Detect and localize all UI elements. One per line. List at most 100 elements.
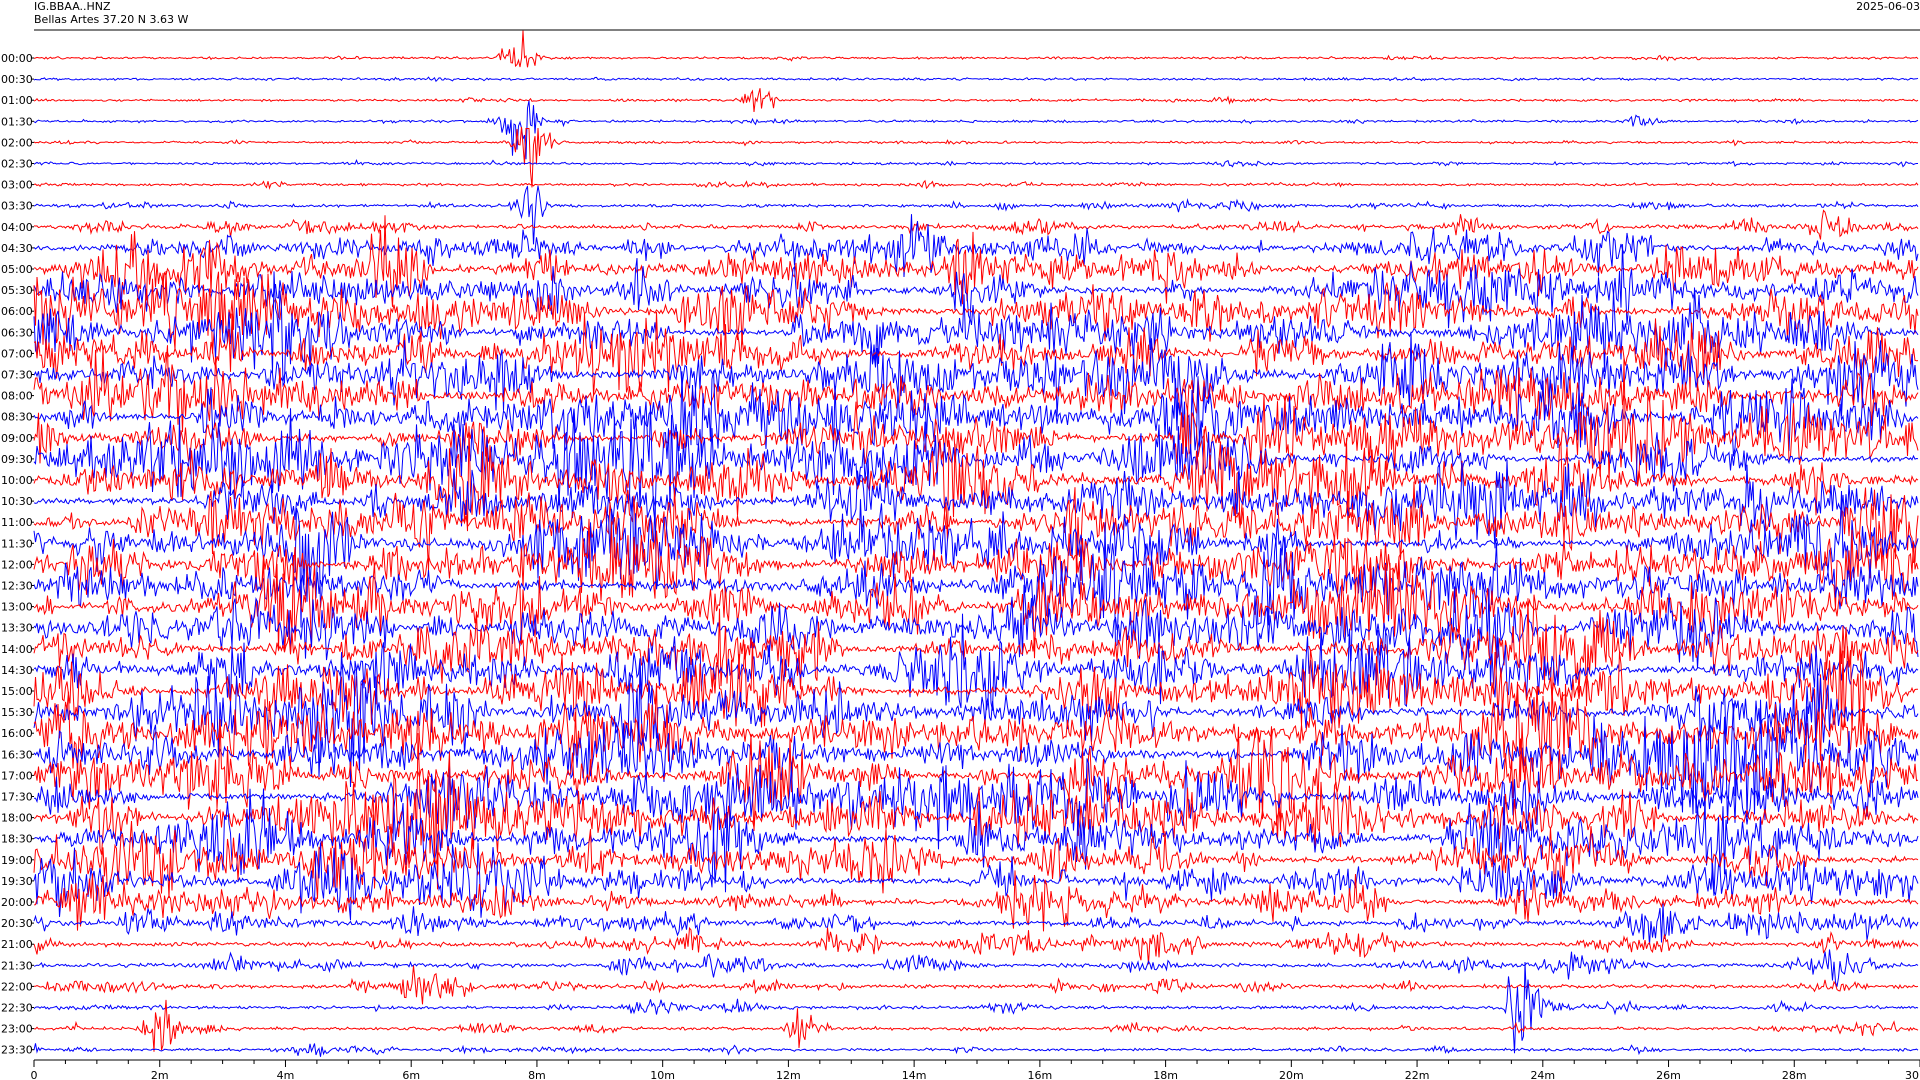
row-label: 05:30 bbox=[1, 284, 33, 297]
trace-row-1200 bbox=[33, 518, 1919, 609]
date-label: 2025-06-03 bbox=[1856, 0, 1920, 13]
row-label: 06:30 bbox=[1, 326, 33, 339]
row-label: 18:00 bbox=[1, 812, 33, 825]
trace-row-0430 bbox=[33, 214, 1919, 278]
trace-row-1230 bbox=[33, 522, 1919, 648]
row-label: 11:30 bbox=[1, 537, 33, 550]
x-tick-label: 18m bbox=[1153, 1069, 1178, 1080]
row-label: 08:30 bbox=[1, 411, 33, 424]
trace-row-0000 bbox=[33, 30, 1919, 68]
row-label: 21:00 bbox=[1, 938, 33, 951]
row-label: 06:00 bbox=[1, 305, 33, 318]
row-label: 20:30 bbox=[1, 917, 33, 930]
trace-row-0700 bbox=[33, 311, 1919, 396]
row-label: 01:00 bbox=[1, 94, 33, 107]
x-tick-label: 30 bbox=[1905, 1069, 1919, 1080]
trace-row-1700 bbox=[33, 719, 1919, 841]
x-tick-label: 22m bbox=[1405, 1069, 1430, 1080]
row-label: 12:00 bbox=[1, 558, 33, 571]
x-tick-label: 0 bbox=[31, 1069, 38, 1080]
x-tick-label: 14m bbox=[902, 1069, 927, 1080]
x-axis: 0 2m 4m 6m 8m 10m 12m 14m 16m 18m 20m 22m 24m 26m 28m 3… bbox=[31, 1059, 1920, 1080]
trace-row-1430 bbox=[33, 613, 1919, 711]
row-label: 13:00 bbox=[1, 601, 33, 614]
trace-row-0300 bbox=[33, 179, 1919, 190]
row-label: 02:00 bbox=[1, 136, 33, 149]
station-label: IG.BBAA..HNZ bbox=[34, 0, 111, 13]
row-label: 09:30 bbox=[1, 453, 33, 466]
trace-row-0100 bbox=[33, 88, 1919, 113]
trace-row-1500 bbox=[33, 641, 1919, 742]
trace-row-2030 bbox=[33, 903, 1919, 945]
trace-row-0600 bbox=[33, 271, 1919, 354]
row-label: 10:00 bbox=[1, 474, 33, 487]
trace-row-2000 bbox=[33, 870, 1919, 932]
trace-row-1300 bbox=[33, 554, 1919, 659]
trace-row-0030 bbox=[33, 76, 1919, 83]
row-label: 09:00 bbox=[1, 432, 33, 445]
row-label: 13:30 bbox=[1, 622, 33, 635]
trace-row-2330 bbox=[33, 1043, 1919, 1057]
row-label: 11:00 bbox=[1, 516, 33, 529]
row-label: 02:30 bbox=[1, 158, 33, 171]
row-label: 17:30 bbox=[1, 791, 33, 804]
row-label: 15:00 bbox=[1, 685, 33, 698]
trace-group bbox=[33, 30, 1919, 1057]
trace-row-0730 bbox=[33, 331, 1919, 431]
row-label: 15:30 bbox=[1, 706, 33, 719]
row-label: 19:00 bbox=[1, 854, 33, 867]
row-label: 03:00 bbox=[1, 179, 33, 192]
x-tick-label: 20m bbox=[1279, 1069, 1304, 1080]
row-label: 23:30 bbox=[1, 1044, 33, 1057]
trace-row-0200 bbox=[33, 126, 1919, 188]
row-label: 07:00 bbox=[1, 347, 33, 360]
x-tick-label: 26m bbox=[1656, 1069, 1681, 1080]
row-label: 22:00 bbox=[1, 980, 33, 993]
trace-row-2230 bbox=[33, 961, 1919, 1054]
trace-row-1030 bbox=[33, 457, 1919, 549]
row-label-group: 00:00 00:30 01:00 01:30 02:00 02:30 03:00 03:30… bbox=[1, 52, 34, 1057]
row-label: 14:00 bbox=[1, 643, 33, 656]
row-label: 00:00 bbox=[1, 52, 33, 65]
trace-row-1830 bbox=[33, 788, 1919, 896]
trace-row-1130 bbox=[33, 490, 1919, 628]
trace-row-0530 bbox=[33, 244, 1919, 329]
trace-row-0230 bbox=[33, 158, 1918, 168]
row-label: 00:30 bbox=[1, 73, 33, 86]
row-label: 05:00 bbox=[1, 263, 33, 276]
row-label: 12:30 bbox=[1, 580, 33, 593]
row-label: 18:30 bbox=[1, 833, 33, 846]
trace-row-0900 bbox=[33, 358, 1919, 487]
trace-row-1900 bbox=[33, 814, 1919, 904]
row-label: 08:00 bbox=[1, 390, 33, 403]
trace-row-0500 bbox=[33, 215, 1919, 307]
row-label: 04:00 bbox=[1, 221, 33, 234]
trace-row-1930 bbox=[33, 842, 1919, 921]
x-tick-label: 4m bbox=[277, 1069, 295, 1080]
trace-row-1630 bbox=[33, 683, 1919, 824]
x-tick-label: 8m bbox=[528, 1069, 546, 1080]
row-label: 22:30 bbox=[1, 1002, 33, 1015]
x-tick-label: 12m bbox=[776, 1069, 801, 1080]
row-label: 01:30 bbox=[1, 115, 33, 128]
trace-row-2130 bbox=[33, 949, 1919, 987]
trace-row-0330 bbox=[33, 185, 1919, 245]
location-label: Bellas Artes 37.20 N 3.63 W bbox=[34, 13, 189, 26]
row-label: 19:30 bbox=[1, 875, 33, 888]
row-label: 04:30 bbox=[1, 242, 33, 255]
trace-row-2200 bbox=[34, 965, 1919, 1005]
row-label: 23:00 bbox=[1, 1023, 33, 1036]
x-tick-label: 10m bbox=[650, 1069, 675, 1080]
trace-row-0630 bbox=[33, 271, 1919, 388]
trace-row-0400 bbox=[33, 209, 1919, 240]
row-label: 17:00 bbox=[1, 769, 33, 782]
trace-row-2100 bbox=[33, 926, 1919, 965]
row-label: 03:30 bbox=[1, 200, 33, 213]
row-label: 16:00 bbox=[1, 727, 33, 740]
row-label: 10:30 bbox=[1, 495, 33, 508]
trace-row-1400 bbox=[33, 594, 1919, 707]
x-tick-label: 6m bbox=[402, 1069, 420, 1080]
trace-row-1800 bbox=[33, 733, 1919, 890]
row-label: 16:30 bbox=[1, 748, 33, 761]
